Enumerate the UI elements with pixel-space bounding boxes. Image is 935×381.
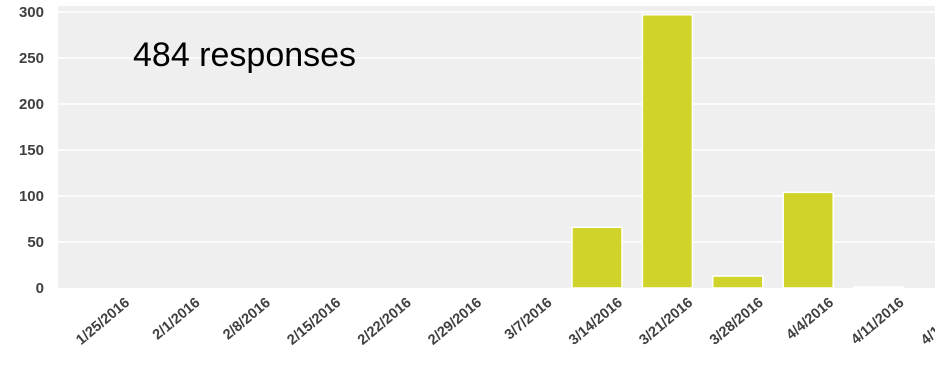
y-tick-label: 100	[19, 188, 44, 205]
y-tick-label: 50	[27, 234, 44, 251]
x-tick-label: 3/7/2016	[502, 295, 556, 344]
y-tick-label: 150	[19, 142, 44, 159]
x-tick-label: 4/11/2016	[848, 295, 907, 348]
x-tick-label: 1/25/2016	[73, 295, 133, 349]
x-tick-label: 3/21/2016	[636, 295, 696, 349]
x-tick-label: 2/8/2016	[220, 295, 274, 344]
bar	[641, 14, 694, 289]
bar	[782, 191, 834, 289]
x-tick-label: 2/1/2016	[150, 295, 204, 344]
bar	[571, 226, 623, 289]
x-tick-label: 4/4/2016	[783, 295, 837, 344]
bar	[852, 286, 905, 290]
x-tick-label: 2/29/2016	[425, 295, 485, 349]
x-tick-label: 3/14/2016	[566, 295, 626, 349]
y-tick-label: 300	[19, 4, 44, 21]
x-tick-label: 4/18/2016	[918, 295, 935, 349]
x-tick-label: 2/22/2016	[355, 295, 415, 349]
x-tick-label: 2/15/2016	[284, 295, 344, 349]
y-tick-label: 0	[36, 280, 44, 297]
bars	[571, 14, 905, 290]
x-axis: 1/25/2016 2/1/2016 2/8/2016 2/15/2016 2/22/2…	[73, 295, 935, 349]
y-tick-label: 250	[19, 50, 44, 67]
x-tick-label: 3/28/2016	[707, 295, 767, 349]
y-axis: 0 50 100 150 200 250 300	[19, 4, 44, 297]
y-tick-label: 200	[19, 96, 44, 113]
responses-annotation: 484 responses	[133, 36, 356, 74]
gridlines	[58, 11, 935, 243]
bar	[712, 275, 764, 289]
